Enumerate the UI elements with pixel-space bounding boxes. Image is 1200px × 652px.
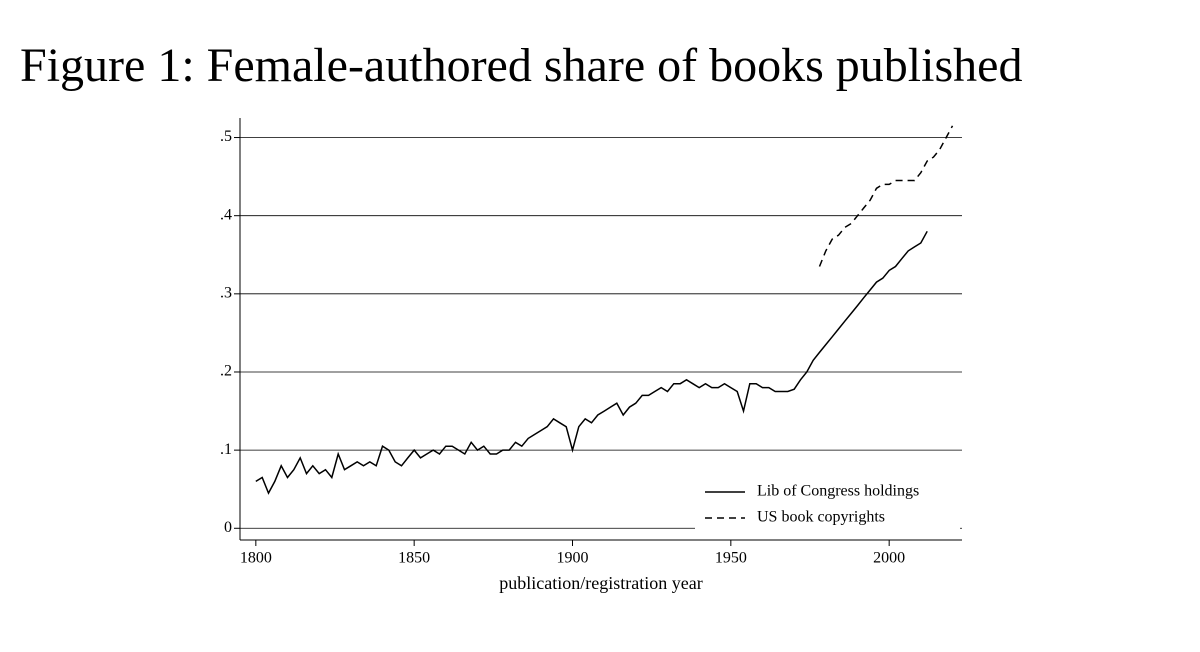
line-series: [818, 125, 954, 267]
x-tick-label: 1800: [240, 550, 272, 567]
x-axis-label: publication/registration year: [499, 573, 702, 593]
y-tick-label: .1: [220, 441, 232, 458]
y-tick-label: .3: [220, 285, 232, 302]
y-tick-label: .4: [220, 206, 232, 223]
x-tick-label: 1950: [715, 550, 747, 567]
x-tick-label: 1850: [398, 550, 430, 567]
legend-label: US book copyrights: [757, 509, 885, 526]
x-tick-label: 2000: [873, 550, 905, 567]
x-tick-label: 1900: [557, 550, 589, 567]
y-tick-label: .2: [220, 363, 232, 380]
legend-box: [695, 478, 960, 532]
line-series: [255, 230, 928, 495]
legend-label: Lib of Congress holdings: [757, 483, 919, 500]
chart-title: Figure 1: Female-authored share of books…: [20, 39, 1022, 92]
y-tick-label: .5: [220, 128, 232, 145]
y-tick-label: 0: [224, 519, 232, 536]
